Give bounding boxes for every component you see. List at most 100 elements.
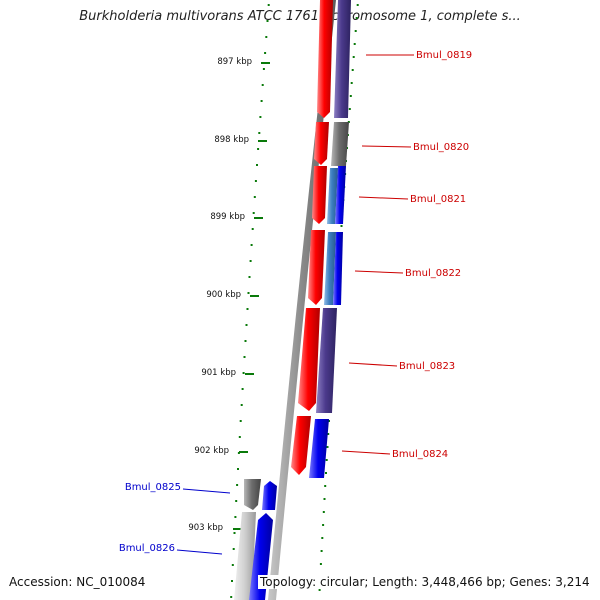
ring-dot: [340, 225, 343, 227]
tick-897: [261, 62, 270, 64]
ring-dot: [355, 17, 358, 19]
ring-dot: [235, 500, 238, 502]
leader-line: [348, 362, 398, 367]
gene-feature: [324, 232, 336, 305]
ring-dot: [354, 30, 357, 32]
map-title: Burkholderia multivorans ATCC 17616 chro…: [79, 9, 521, 24]
ring-dot: [237, 452, 240, 454]
ring-dot: [349, 95, 352, 97]
gene-label-bmul-0819: Bmul_0819: [416, 50, 472, 61]
ring-dot: [251, 228, 254, 230]
ring-dot: [232, 548, 235, 550]
ring-dot: [239, 420, 242, 422]
leader-line: [182, 488, 231, 494]
gene-feature: [291, 416, 311, 475]
accession-text: Accession: NC_010084: [9, 575, 146, 589]
ring-dot: [318, 589, 321, 591]
gene-feature: [333, 232, 343, 305]
leader-line: [354, 270, 404, 274]
tick-899: [254, 217, 263, 219]
ring-dot: [350, 82, 353, 84]
tick-903: [233, 528, 242, 530]
ring-dot: [267, 4, 270, 6]
ring-dot: [241, 388, 244, 390]
gene-label-bmul-0823: Bmul_0823: [399, 361, 455, 372]
gene-feature: [309, 419, 329, 478]
ring-dot: [351, 69, 354, 71]
gene-feature: [331, 122, 349, 166]
ring-dot: [243, 356, 246, 358]
ring-dot: [321, 537, 324, 539]
ring-dot: [353, 43, 356, 45]
gene-feature: [316, 308, 337, 413]
ring-dot: [323, 498, 326, 500]
ring-dot: [249, 260, 252, 262]
leader-line: [361, 145, 412, 148]
gene-feature: [244, 479, 261, 510]
ring-dot: [238, 436, 241, 438]
ring-dot: [327, 433, 330, 435]
gene-label-bmul-0824: Bmul_0824: [392, 449, 448, 460]
ring-dot: [234, 516, 237, 518]
gene-label-bmul-0825: Bmul_0825: [125, 482, 181, 493]
ring-dot: [240, 404, 243, 406]
scale-ring-dots: [230, 4, 270, 598]
gene-label-bmul-0826: Bmul_0826: [119, 543, 175, 554]
gene-feature: [317, 0, 333, 118]
gene-feature: [262, 481, 277, 510]
ring-dot: [257, 148, 260, 150]
ring-dot: [258, 132, 261, 134]
scale-label: 900 kbp: [206, 290, 241, 300]
ring-dot: [233, 532, 236, 534]
ring-dot: [247, 292, 250, 294]
ring-dot: [322, 524, 325, 526]
gene-feature: [308, 230, 325, 305]
gene-feature: [335, 166, 346, 224]
ring-dot: [356, 4, 359, 6]
gene-feature: [298, 308, 320, 411]
gene-feature: [312, 166, 327, 224]
scale-label: 901 kbp: [201, 368, 236, 378]
gene-feature: [314, 122, 329, 165]
scale-ticks: [233, 62, 270, 530]
ring-dot: [231, 564, 234, 566]
ring-dot: [250, 244, 253, 246]
gene-label-bmul-0821: Bmul_0821: [410, 194, 466, 205]
ring-dot: [231, 580, 233, 582]
ring-dot: [254, 180, 257, 182]
gene-leaders: [176, 54, 414, 555]
scale-label: 903 kbp: [188, 523, 223, 533]
leader-line: [176, 549, 223, 555]
leader-line: [341, 450, 391, 455]
ring-dot: [324, 485, 327, 487]
ring-dot: [264, 52, 267, 54]
ring-dot: [325, 459, 328, 461]
gene-label-bmul-0822: Bmul_0822: [405, 268, 461, 279]
gene-feature: [334, 0, 351, 118]
scale-label: 897 kbp: [217, 57, 252, 67]
scale-labels: 897 kbp 898 kbp 899 kbp 900 kbp 901 kbp …: [188, 57, 252, 533]
ring-dot: [246, 308, 249, 310]
scale-label: 898 kbp: [214, 135, 249, 145]
ring-dot: [262, 68, 265, 70]
ring-dot: [236, 484, 239, 486]
ring-dot: [252, 212, 255, 214]
gene-feature: [234, 512, 256, 600]
tick-898: [258, 140, 267, 142]
ring-dot: [352, 56, 355, 58]
leader-line: [358, 196, 409, 200]
ring-dot: [248, 276, 251, 278]
ring-dot: [242, 372, 245, 374]
ring-dot: [265, 36, 268, 38]
ring-dot: [348, 108, 351, 110]
ring-dot: [237, 468, 239, 470]
ring-dot: [266, 20, 269, 22]
ring-dot: [259, 116, 262, 118]
tick-902: [239, 451, 248, 453]
ring-dot: [245, 324, 248, 326]
gene-labels[interactable]: Bmul_0819 Bmul_0820 Bmul_0821 Bmul_0822 …: [119, 50, 472, 554]
reverse-strand-genes[interactable]: [234, 0, 333, 600]
gene-feature: [327, 168, 338, 224]
ring-dot: [322, 511, 325, 513]
